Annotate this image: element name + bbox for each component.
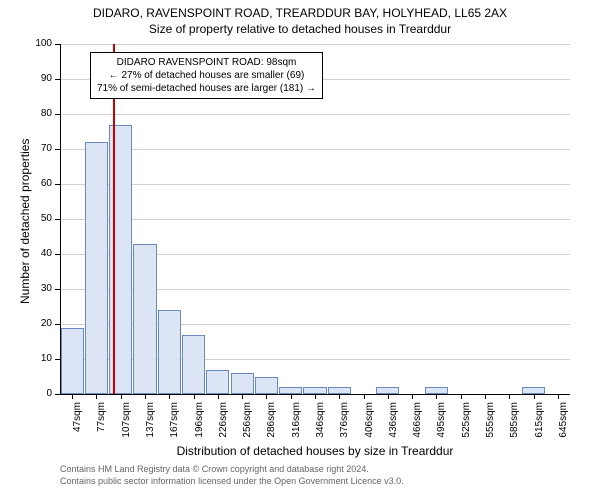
y-tick-label: 50 <box>30 213 52 224</box>
chart-title-sub: Size of property relative to detached ho… <box>0 22 600 36</box>
y-tick-label: 100 <box>30 38 52 49</box>
x-tick-label: 77sqm <box>96 402 107 446</box>
footer-line1: Contains HM Land Registry data © Crown c… <box>60 464 404 476</box>
y-axis-line <box>60 44 61 394</box>
x-tick-label: 286sqm <box>266 402 277 446</box>
histogram-bar <box>85 142 108 394</box>
annotation-line2: ← 27% of detached houses are smaller (69… <box>97 69 316 82</box>
histogram-bar <box>133 244 156 395</box>
x-tick-label: 316sqm <box>291 402 302 446</box>
footer-attribution: Contains HM Land Registry data © Crown c… <box>60 464 404 487</box>
y-tick-label: 30 <box>30 283 52 294</box>
x-tick-label: 525sqm <box>461 402 472 446</box>
x-tick-label: 436sqm <box>388 402 399 446</box>
y-tick-label: 70 <box>30 143 52 154</box>
x-tick-label: 167sqm <box>169 402 180 446</box>
x-axis-label: Distribution of detached houses by size … <box>60 444 570 458</box>
annotation-box: DIDARO RAVENSPOINT ROAD: 98sqm ← 27% of … <box>90 52 323 99</box>
x-tick-label: 376sqm <box>339 402 350 446</box>
grid-line <box>60 219 570 220</box>
y-tick-label: 20 <box>30 318 52 329</box>
histogram-bar <box>328 387 351 394</box>
histogram-bar <box>255 377 278 395</box>
x-tick-label: 196sqm <box>194 402 205 446</box>
x-tick-label: 107sqm <box>121 402 132 446</box>
y-tick-label: 90 <box>30 73 52 84</box>
x-tick-label: 406sqm <box>364 402 375 446</box>
y-tick-label: 10 <box>30 353 52 364</box>
annotation-line3: 71% of semi-detached houses are larger (… <box>97 82 316 95</box>
x-tick-label: 555sqm <box>485 402 496 446</box>
x-tick-label: 256sqm <box>242 402 253 446</box>
histogram-bar <box>279 387 302 394</box>
histogram-bar <box>522 387 545 394</box>
x-tick-label: 615sqm <box>534 402 545 446</box>
x-tick-label: 47sqm <box>72 402 83 446</box>
x-tick-label: 495sqm <box>436 402 447 446</box>
x-tick-label: 226sqm <box>218 402 229 446</box>
chart-title-main: DIDARO, RAVENSPOINT ROAD, TREARDDUR BAY,… <box>0 6 600 20</box>
histogram-bar <box>61 328 84 395</box>
histogram-bar <box>376 387 399 394</box>
x-tick-label: 466sqm <box>412 402 423 446</box>
y-tick-label: 0 <box>30 388 52 399</box>
x-tick-label: 645sqm <box>558 402 569 446</box>
x-tick-label: 346sqm <box>315 402 326 446</box>
histogram-bar <box>206 370 229 395</box>
x-tick-label: 585sqm <box>509 402 520 446</box>
grid-line <box>60 184 570 185</box>
grid-line <box>60 114 570 115</box>
histogram-bar <box>158 310 181 394</box>
histogram-bar <box>231 373 254 394</box>
grid-line <box>60 149 570 150</box>
x-axis-line <box>60 394 570 395</box>
y-tick-label: 40 <box>30 248 52 259</box>
grid-line <box>60 44 570 45</box>
footer-line2: Contains public sector information licen… <box>60 476 404 488</box>
histogram-bar <box>425 387 448 394</box>
annotation-line1: DIDARO RAVENSPOINT ROAD: 98sqm <box>97 56 316 69</box>
y-tick-label: 60 <box>30 178 52 189</box>
histogram-bar <box>303 387 326 394</box>
y-tick-label: 80 <box>30 108 52 119</box>
histogram-bar <box>182 335 205 395</box>
x-tick-label: 137sqm <box>145 402 156 446</box>
